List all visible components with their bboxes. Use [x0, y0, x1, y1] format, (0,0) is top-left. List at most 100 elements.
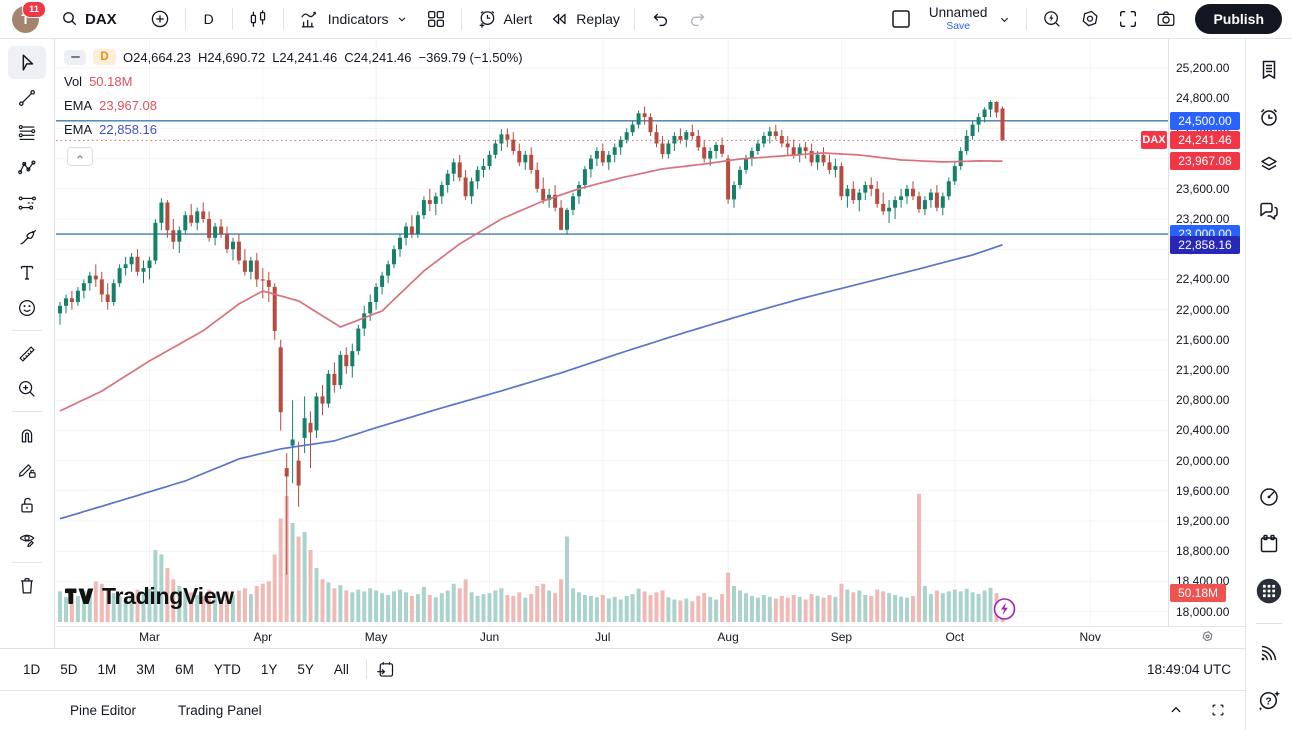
fib-retracement-tool[interactable]	[8, 116, 46, 149]
axis-settings-gear-icon[interactable]	[1200, 629, 1215, 644]
replay-button[interactable]: Replay	[540, 4, 628, 34]
legend-open: O24,664.23	[123, 49, 191, 65]
pine-editor-tab[interactable]: Pine Editor	[70, 702, 137, 718]
time-tick-label: Nov	[1079, 630, 1101, 644]
compare-add-symbol-button[interactable]	[141, 4, 179, 34]
toolbar-separator	[231, 8, 233, 30]
timeframe-1d[interactable]: 1D	[23, 661, 41, 677]
timeframe-5d[interactable]: 5D	[60, 661, 78, 677]
settings-gear-icon[interactable]	[1071, 4, 1109, 34]
time-axis[interactable]: Mar Apr May Jun Jul Aug Sep Oct Nov	[56, 626, 1245, 649]
price-tick-label: 19,200.00	[1176, 514, 1230, 528]
user-menu-button[interactable]: T 11	[12, 0, 46, 33]
timeframe-5y[interactable]: 5Y	[297, 661, 314, 677]
symbol-price-tag: DAX	[1141, 131, 1167, 150]
trend-line-tool[interactable]	[8, 81, 46, 114]
panel-restore-icon[interactable]	[1209, 701, 1227, 719]
measure-tool[interactable]	[8, 337, 46, 370]
watchlist-icon[interactable]	[1252, 53, 1286, 87]
snapshot-camera-icon[interactable]	[1147, 4, 1185, 34]
quick-search-icon[interactable]	[1033, 4, 1071, 34]
legend-ema2-row[interactable]: EMA 22,858.16	[64, 118, 530, 140]
chart-canvas[interactable]	[56, 39, 1168, 626]
price-tick-label: 22,400.00	[1176, 272, 1230, 287]
save-label[interactable]: Save	[946, 19, 971, 32]
price-axis-tag[interactable]: 23,967.08	[1170, 152, 1240, 171]
alert-button[interactable]: Alert	[468, 4, 541, 34]
streams-broadcast-icon[interactable]	[1252, 636, 1286, 670]
legend-volume-row[interactable]: Vol 50.18M	[64, 70, 530, 92]
legend-hide-button[interactable]	[64, 49, 86, 65]
go-to-date-icon[interactable]	[375, 659, 396, 680]
price-tick-label: 20,400.00	[1176, 423, 1230, 438]
price-axis-tag[interactable]: 22,858.16	[1170, 235, 1240, 254]
interval-button[interactable]: D	[203, 11, 214, 27]
screener-gauge-icon[interactable]	[1252, 480, 1286, 514]
chart-pane[interactable]: D O24,664.23 H24,690.72 L24,241.46 C24,241.…	[56, 39, 1168, 626]
toolbar-divider	[12, 562, 42, 563]
symbol-search-button[interactable]: DAX	[53, 6, 125, 32]
timeframe-1m[interactable]: 1M	[97, 661, 117, 677]
alerts-icon[interactable]	[1252, 100, 1286, 134]
bottom-panel-controls	[1167, 701, 1245, 719]
ema-blue-line	[59, 243, 1003, 520]
object-tree-layers-icon[interactable]	[1252, 147, 1286, 181]
remove-drawings-tool[interactable]	[8, 569, 46, 602]
zoom-in-tool[interactable]	[8, 372, 46, 405]
price-tick-label: 23,200.00	[1176, 212, 1230, 226]
toolbar-right-group: Unnamed Save Publish	[881, 3, 1292, 35]
cursor-tool[interactable]	[8, 46, 46, 79]
timeframe-all[interactable]: All	[333, 661, 349, 677]
price-axis[interactable]: 25,200.0024,800.0024,400.0024,000.0023,6…	[1141, 39, 1246, 626]
help-icon[interactable]: ?	[1252, 683, 1286, 717]
replay-label: Replay	[576, 11, 620, 27]
calendar-icon[interactable]	[1252, 527, 1286, 561]
indicator-templates-button[interactable]	[417, 4, 455, 34]
timeframe-1y[interactable]: 1Y	[260, 661, 278, 677]
timeframe-3m[interactable]: 3M	[136, 661, 156, 677]
volume-series	[58, 493, 1005, 623]
price-tick-label: 18,800.00	[1176, 544, 1230, 559]
price-axis-tag[interactable]: 24,500.00	[1170, 111, 1240, 130]
chart-legend: D O24,664.23 H24,690.72 L24,241.46 C24,241.…	[64, 46, 530, 142]
emoji-tool[interactable]	[8, 291, 46, 324]
legend-ema1-row[interactable]: EMA 23,967.08	[64, 94, 530, 116]
magnet-tool[interactable]	[8, 418, 46, 451]
fullscreen-icon[interactable]	[1109, 4, 1147, 34]
panel-expand-chevron-icon[interactable]	[1167, 701, 1185, 719]
projection-tool[interactable]	[8, 186, 46, 219]
lock-all-drawings-tool[interactable]	[8, 488, 46, 521]
chat-icon[interactable]	[1252, 194, 1286, 228]
ema-red-line	[59, 152, 1003, 412]
hide-drawings-tool[interactable]	[8, 523, 46, 556]
legend-interval-pill[interactable]: D	[93, 49, 116, 65]
trading-panel-tab[interactable]: Trading Panel	[178, 702, 262, 718]
price-axis-tag[interactable]: 50.18M	[1170, 584, 1226, 602]
alert-clock-plus-icon	[476, 8, 498, 30]
redo-button[interactable]	[679, 4, 717, 34]
undo-button[interactable]	[641, 4, 679, 34]
price-chart[interactable]	[56, 39, 1168, 626]
toolbar-separator	[282, 8, 284, 30]
chevron-down-icon	[395, 12, 409, 26]
timeframe-6m[interactable]: 6M	[175, 661, 194, 677]
legend-change: −369.79 (−1.50%)	[418, 49, 523, 65]
text-tool[interactable]	[8, 256, 46, 289]
clock-utc[interactable]: 18:49:04 UTC	[1146, 661, 1231, 677]
toolbar-divider	[12, 330, 42, 331]
layout-chevron-down-icon[interactable]	[989, 8, 1020, 31]
indicators-button[interactable]: Indicators	[290, 4, 417, 34]
layout-name-button[interactable]: Unnamed Save	[929, 6, 988, 31]
all-apps-grid-icon[interactable]	[1252, 574, 1286, 608]
drawing-mode-lock-tool[interactable]	[8, 453, 46, 486]
timeframe-bar: 1D 5D 1M 3M 6M YTD 1Y 5Y All 18:49:04 UTC	[0, 648, 1245, 689]
brush-tool[interactable]	[8, 221, 46, 254]
price-axis-tag[interactable]: 24,241.46	[1170, 131, 1240, 150]
legend-collapse-button[interactable]	[67, 147, 93, 166]
timeframe-ytd[interactable]: YTD	[213, 661, 241, 677]
candlestick-series	[58, 100, 1005, 575]
publish-button[interactable]: Publish	[1195, 4, 1282, 34]
layout-icon[interactable]	[881, 3, 921, 35]
xabcd-pattern-tool[interactable]	[8, 151, 46, 184]
chart-style-button[interactable]	[239, 4, 277, 34]
